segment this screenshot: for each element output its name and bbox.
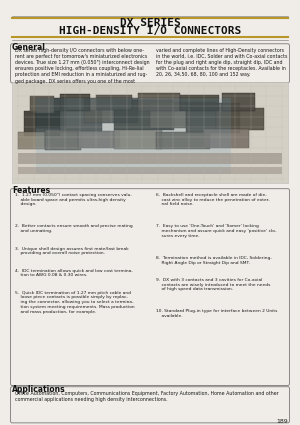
Bar bbox=[150, 102, 216, 128]
Text: Applications: Applications bbox=[12, 385, 66, 394]
Bar bbox=[18, 132, 45, 149]
Bar bbox=[138, 94, 180, 110]
Text: 5.  Quick IDC termination of 1.27 mm pitch cable and
    loose piece contacts is: 5. Quick IDC termination of 1.27 mm pitc… bbox=[15, 291, 135, 314]
Bar bbox=[78, 131, 120, 148]
Bar bbox=[156, 132, 210, 149]
Bar bbox=[96, 95, 132, 110]
Text: HIGH-DENSITY I/O CONNECTORS: HIGH-DENSITY I/O CONNECTORS bbox=[59, 26, 241, 36]
Bar bbox=[36, 98, 231, 174]
Bar bbox=[114, 130, 162, 149]
Bar bbox=[36, 98, 66, 127]
Text: 6.  Backshell and receptacle shell are made of die-
    cast zinc alloy to reduc: 6. Backshell and receptacle shell are ma… bbox=[156, 193, 270, 207]
Text: 189: 189 bbox=[276, 419, 288, 424]
Text: 7.  Easy to use 'One-Touch' and 'Somer' locking
    mechanism and assure quick a: 7. Easy to use 'One-Touch' and 'Somer' l… bbox=[156, 224, 277, 238]
Bar bbox=[216, 108, 264, 130]
Bar bbox=[114, 100, 174, 130]
Text: 3.  Unique shell design assures first mate/last break
    providing and overall : 3. Unique shell design assures first mat… bbox=[15, 246, 129, 255]
Bar bbox=[30, 96, 54, 113]
Bar bbox=[12, 82, 288, 183]
Bar bbox=[45, 130, 81, 150]
Bar bbox=[222, 94, 255, 110]
Bar bbox=[60, 94, 90, 110]
Bar bbox=[60, 110, 102, 132]
Text: Features: Features bbox=[12, 186, 50, 195]
Text: 4.  IDC termination allows quick and low cost termina-
    tion to AWG 0.08 & 0.: 4. IDC termination allows quick and low … bbox=[15, 269, 133, 278]
Text: DX series high-density I/O connectors with below one-
rent are perfect for tomor: DX series high-density I/O connectors wi… bbox=[15, 48, 150, 84]
Text: General: General bbox=[12, 42, 46, 51]
Bar bbox=[186, 103, 240, 133]
Text: 8.  Termination method is available in IDC, Soldering,
    Right Angle Dip or St: 8. Termination method is available in ID… bbox=[156, 256, 272, 265]
FancyBboxPatch shape bbox=[11, 189, 290, 385]
FancyBboxPatch shape bbox=[11, 387, 290, 423]
FancyBboxPatch shape bbox=[11, 44, 290, 83]
Text: 9.  DX with 3 contacts and 3 cavities for Co-axial
    contacts are wisely intro: 9. DX with 3 contacts and 3 cavities for… bbox=[156, 278, 270, 292]
Text: varied and complete lines of High-Density connectors
in the world, i.e. IDC, Sol: varied and complete lines of High-Densit… bbox=[156, 48, 287, 77]
Bar bbox=[84, 98, 138, 123]
Bar bbox=[204, 129, 249, 148]
Bar bbox=[180, 95, 219, 111]
Text: DX SERIES: DX SERIES bbox=[120, 18, 180, 28]
Bar bbox=[24, 110, 60, 136]
Text: 1.  1.27 mm (0.050") contact spacing conserves valu-
    able board space and pe: 1. 1.27 mm (0.050") contact spacing cons… bbox=[15, 193, 132, 207]
Text: Office Automation, Computers, Communications Equipment, Factory Automation, Home: Office Automation, Computers, Communicat… bbox=[15, 391, 279, 402]
Text: 2.  Better contacts ensure smooth and precise mating
    and unmating.: 2. Better contacts ensure smooth and pre… bbox=[15, 224, 133, 233]
Bar bbox=[18, 167, 282, 174]
Text: 10. Standard Plug-in type for interface between 2 Units
    available.: 10. Standard Plug-in type for interface … bbox=[156, 309, 278, 318]
Bar bbox=[18, 153, 282, 164]
